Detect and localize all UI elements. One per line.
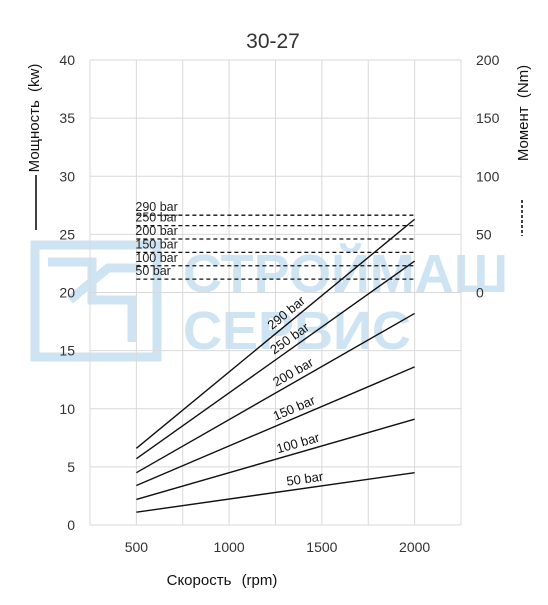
y-tick-label: 35: [59, 110, 75, 126]
watermark: СТРОЙМАШ СЕРВИС: [30, 240, 508, 362]
x-axis-label: Скорость: [167, 572, 232, 589]
power-line: [136, 312, 415, 474]
y-tick-label: 10: [59, 401, 75, 417]
chart-grid: [89, 59, 462, 526]
y-tick-label: 30: [59, 168, 75, 184]
x-tick-label: 1500: [306, 539, 337, 555]
torque-line-label: 250 bar: [135, 211, 177, 225]
y-axis-label: Мощность: [26, 100, 43, 172]
power-line-label: 50 bar: [285, 469, 324, 489]
watermark-line1: СТРОЙМАШ: [183, 243, 508, 304]
x-tick-label: 500: [125, 539, 149, 555]
torque-line-label: 150 bar: [135, 237, 177, 251]
y-tick-label: 20: [59, 285, 75, 301]
y2-axis-label: Момент: [515, 106, 532, 161]
y-tick-label: 0: [67, 517, 75, 533]
watermark-logo-icon: [30, 240, 162, 362]
y-tick-label: 25: [59, 226, 75, 242]
torque-line-label: 50 bar: [135, 264, 170, 278]
power-line: [135, 218, 416, 449]
svg-text:Мощность (kw): Мощность (kw): [26, 64, 43, 173]
power-line: [136, 366, 415, 487]
power-line: [136, 471, 415, 513]
x-axis-title: Скорость (rpm): [167, 572, 278, 589]
torque-line-label: 200 bar: [135, 224, 177, 238]
x-tick-label: 1000: [214, 539, 245, 555]
y-tick-label: 40: [59, 52, 75, 68]
y-tick-label: 5: [67, 459, 75, 475]
power-line: [136, 418, 415, 501]
y2-tick-label: 50: [476, 226, 492, 242]
y2-tick-label: 100: [476, 168, 500, 184]
y2-tick-label: 200: [476, 52, 500, 68]
x-axis-unit: (rpm): [242, 572, 278, 589]
chart-title: 30-27: [246, 30, 300, 53]
y2-axis-unit: (Nm): [515, 65, 532, 98]
power-line: [135, 260, 416, 460]
torque-line-label: 290 bar: [135, 200, 177, 214]
y-axis-title: Мощность (kw): [26, 64, 43, 173]
y-tick-label: 15: [59, 343, 75, 359]
axis-ticks: 500 1000 1500 2000 0 5 10 15 20 25 30 35 40 0 50 100 150…: [59, 52, 499, 555]
y-axis-unit: (kw): [26, 64, 43, 92]
y2-axis-title: Момент (Nm): [515, 65, 532, 161]
x-tick-label: 2000: [399, 539, 430, 555]
y2-tick-label: 150: [476, 110, 500, 126]
y2-tick-label: 0: [476, 285, 484, 301]
svg-text:Момент (Nm): Момент (Nm): [515, 65, 532, 161]
torque-line-label: 100 bar: [135, 251, 177, 265]
